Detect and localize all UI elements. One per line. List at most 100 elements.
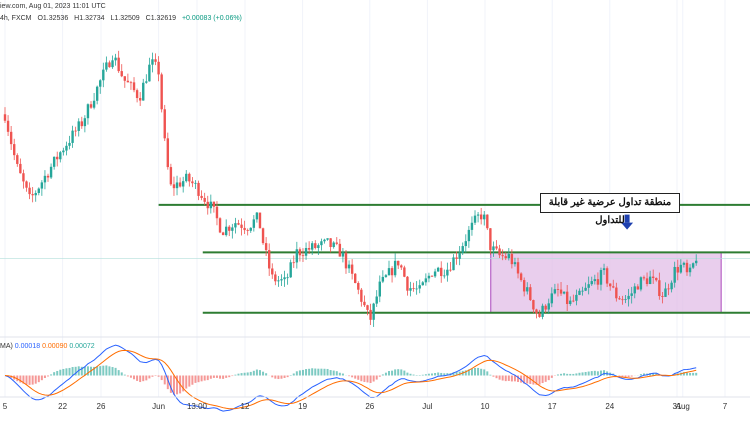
macd-hist-200 <box>618 375 621 377</box>
candle-177 <box>547 298 550 315</box>
macd-hist-20 <box>65 368 68 376</box>
macd-value-2: 0.00090 <box>42 343 68 350</box>
candle-body-161 <box>498 248 501 256</box>
candle-40 <box>126 73 130 83</box>
macd-hist-69 <box>215 375 218 378</box>
candle-body-210 <box>648 276 652 285</box>
candle-220 <box>679 259 683 274</box>
candle-body-43 <box>135 90 139 99</box>
macd-hist-72 <box>225 375 228 378</box>
candle-body-86 <box>267 250 271 269</box>
candle-body-137 <box>424 278 428 283</box>
candle-36 <box>114 53 117 66</box>
macd-hist-223 <box>689 372 692 376</box>
macd-hist-138 <box>427 373 430 376</box>
candle-body-90 <box>280 279 283 281</box>
candle-23 <box>74 126 77 137</box>
candle-139 <box>430 275 434 277</box>
candle-body-144 <box>446 269 449 276</box>
candle-131 <box>406 276 409 296</box>
candle-49 <box>154 53 157 66</box>
candle-body-122 <box>378 281 381 297</box>
candle-body-131 <box>406 276 409 291</box>
macd-hist-79 <box>246 372 249 376</box>
open-value: O1.32536 <box>37 15 69 22</box>
candle-body-184 <box>569 300 572 305</box>
macd-hist-17 <box>56 370 59 376</box>
candle-201 <box>621 295 624 305</box>
macd-hist-46 <box>145 375 148 381</box>
macd-hist-56 <box>176 375 179 395</box>
candle-171 <box>529 284 532 302</box>
candle-19 <box>62 147 65 156</box>
macd-hist-131 <box>406 372 409 376</box>
candle-body-112 <box>347 264 351 269</box>
macd-hist-58 <box>182 375 185 392</box>
candle-body-52 <box>163 109 166 139</box>
candle-body-188 <box>581 290 584 292</box>
candle-body-128 <box>397 260 400 266</box>
candle-47 <box>148 57 151 82</box>
candle-body-32 <box>102 69 105 81</box>
candle-219 <box>676 259 679 281</box>
candle-48 <box>151 52 154 73</box>
macd-hist-128 <box>397 369 400 376</box>
macd-hist-188 <box>581 372 584 376</box>
candle-body-182 <box>562 291 566 294</box>
candle-body-46 <box>145 81 148 83</box>
candle-body-107 <box>332 242 335 248</box>
candle-body-22 <box>71 130 74 143</box>
candle-body-110 <box>341 252 345 257</box>
macd-hist-102 <box>317 368 320 376</box>
macd-hist-175 <box>541 375 544 384</box>
macd-hist-186 <box>575 373 578 376</box>
macd-hist-14 <box>47 375 50 377</box>
macd-hist-140 <box>434 372 437 376</box>
candle-53 <box>166 132 170 170</box>
candle-129 <box>400 264 403 270</box>
candle-body-0 <box>3 114 7 121</box>
candle-body-70 <box>218 218 222 233</box>
x-tick-6: 19 <box>298 402 307 411</box>
candle-body-65 <box>203 197 206 202</box>
macd-hist-171 <box>529 375 532 384</box>
macd-hist-201 <box>621 375 624 377</box>
candle-5 <box>19 158 22 174</box>
candle-20 <box>65 141 68 156</box>
macd-hist-44 <box>139 375 142 383</box>
candle-body-197 <box>608 283 612 287</box>
macd-hist-176 <box>544 375 547 382</box>
candle-body-42 <box>132 82 136 91</box>
candle-124 <box>384 274 388 278</box>
candle-166 <box>513 257 517 267</box>
candle-141 <box>436 266 440 272</box>
candle-163 <box>504 252 507 261</box>
close-value: C1.32619 <box>145 15 176 22</box>
candle-body-36 <box>114 57 117 61</box>
candle-body-83 <box>258 212 262 229</box>
candle-199 <box>615 282 618 302</box>
macd-hist-6 <box>22 375 25 384</box>
macd-hist-88 <box>274 375 277 379</box>
macd-hist-50 <box>157 375 160 377</box>
candle-102 <box>317 243 320 255</box>
candle-54 <box>169 163 173 186</box>
candle-58 <box>181 176 185 193</box>
macd-hist-60 <box>188 375 191 387</box>
candle-body-28 <box>89 104 93 108</box>
macd-hist-84 <box>262 371 265 376</box>
candle-body-54 <box>169 167 173 185</box>
high-value: H1.32734 <box>74 15 105 22</box>
candle-13 <box>43 170 47 190</box>
candle-body-76 <box>237 223 240 225</box>
candle-174 <box>538 309 541 318</box>
candle-189 <box>584 282 587 292</box>
macd-hist-65 <box>203 375 206 381</box>
macd-hist-53 <box>166 375 169 390</box>
candle-body-64 <box>200 195 203 198</box>
macd-hist-103 <box>320 368 323 376</box>
candle-7 <box>25 180 28 192</box>
candle-body-120 <box>372 303 375 320</box>
candle-224 <box>691 262 695 269</box>
macd-hist-49 <box>154 375 157 377</box>
